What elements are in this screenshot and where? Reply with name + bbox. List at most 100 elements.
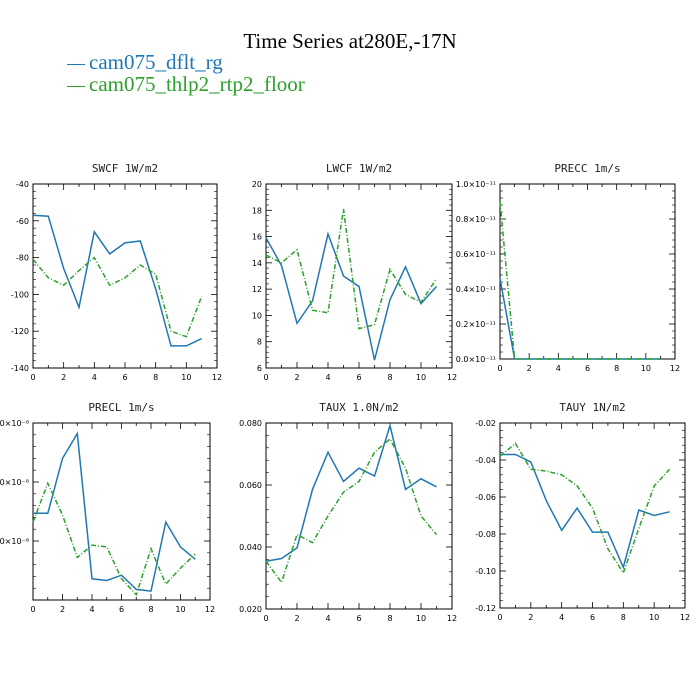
y-tick-label: 0.020 xyxy=(239,605,262,614)
series-line-dflt xyxy=(265,422,437,562)
y-tick-label: -80 xyxy=(16,254,29,263)
plot-frame xyxy=(265,422,453,610)
x-tick-label: 10 xyxy=(175,605,185,614)
y-tick-label: 2.0×10⁻⁸ xyxy=(0,478,29,487)
series-line-dflt xyxy=(32,214,203,347)
plot-title: TAUX 1.0N/m2 xyxy=(319,401,398,414)
series-line-floor xyxy=(32,256,203,338)
y-tick-label: 12 xyxy=(252,285,262,294)
x-tick-label: 10 xyxy=(641,364,651,373)
y-tick-label: 16 xyxy=(252,233,262,242)
x-tick-label: 6 xyxy=(356,614,361,623)
y-tick-label: 14 xyxy=(252,259,262,268)
y-tick-label: 0.0×10⁻¹¹ xyxy=(456,355,496,364)
series-line-floor xyxy=(499,201,661,360)
plot-frame xyxy=(265,183,453,369)
x-tick-label: 6 xyxy=(590,613,595,622)
y-tick-label: -0.10 xyxy=(475,567,496,576)
series-line-floor xyxy=(265,437,438,585)
y-tick-label: 8 xyxy=(257,338,262,347)
legend-entry-floor: cam075_thlp2_rtp2_floor xyxy=(67,72,305,97)
x-tick-label: 2 xyxy=(294,373,299,382)
x-tick-label: 4 xyxy=(556,364,561,373)
x-tick-label: 4 xyxy=(89,605,94,614)
series-line-dflt xyxy=(499,278,661,360)
x-tick-label: 0 xyxy=(497,613,502,622)
series-line-dflt xyxy=(500,453,670,570)
y-tick-label: -0.08 xyxy=(475,530,496,539)
y-tick-label: -120 xyxy=(11,327,29,336)
y-tick-label: 1.0×10⁻⁸ xyxy=(0,537,29,546)
y-tick-label: 1.0×10⁻¹¹ xyxy=(456,180,496,189)
y-tick-label: 0.4×10⁻¹¹ xyxy=(456,285,496,294)
legend-line-floor xyxy=(67,85,85,87)
y-tick-label: 6 xyxy=(257,364,262,373)
y-tick-label: -0.06 xyxy=(475,493,496,502)
x-tick-label: 2 xyxy=(528,613,533,622)
series-line-floor xyxy=(32,481,196,597)
x-tick-label: 12 xyxy=(680,613,690,622)
x-tick-label: 2 xyxy=(527,364,532,373)
y-tick-label: 0.2×10⁻¹¹ xyxy=(456,320,496,329)
plot-frame xyxy=(32,183,218,369)
y-tick-label: 0.6×10⁻¹¹ xyxy=(456,250,496,259)
series-line-dflt xyxy=(33,431,196,592)
x-tick-label: 4 xyxy=(325,614,330,623)
x-tick-label: 12 xyxy=(212,373,222,382)
x-tick-label: 0 xyxy=(263,614,268,623)
plot-frame xyxy=(32,422,211,601)
plot-title: TAUY 1N/m2 xyxy=(559,401,625,414)
x-tick-label: 8 xyxy=(153,373,158,382)
y-tick-label: 20 xyxy=(252,180,262,189)
x-tick-label: 4 xyxy=(325,373,330,382)
y-tick-label: -40 xyxy=(16,180,29,189)
x-tick-label: 10 xyxy=(649,613,659,622)
x-tick-label: 4 xyxy=(92,373,97,382)
plot-title: PRECL 1m/s xyxy=(88,401,154,414)
y-tick-label: 10 xyxy=(252,311,262,320)
x-tick-label: 2 xyxy=(294,614,299,623)
y-tick-label: -100 xyxy=(11,290,29,299)
x-tick-label: 10 xyxy=(416,614,426,623)
x-tick-label: 6 xyxy=(122,373,127,382)
x-tick-label: 12 xyxy=(447,614,457,623)
x-tick-label: 4 xyxy=(559,613,564,622)
legend-label-floor: cam075_thlp2_rtp2_floor xyxy=(89,72,305,96)
legend-label-dflt: cam075_dflt_rg xyxy=(89,50,223,74)
y-tick-label: -140 xyxy=(11,364,29,373)
x-tick-label: 8 xyxy=(148,605,153,614)
x-tick-label: 0 xyxy=(30,373,35,382)
x-tick-label: 10 xyxy=(416,373,426,382)
x-tick-label: 6 xyxy=(119,605,124,614)
y-tick-label: 0.080 xyxy=(239,419,262,428)
x-tick-label: 6 xyxy=(356,373,361,382)
series-line-floor xyxy=(265,208,438,330)
x-tick-label: 8 xyxy=(621,613,626,622)
y-tick-label: -0.12 xyxy=(475,604,496,613)
x-tick-label: 12 xyxy=(670,364,680,373)
x-tick-label: 2 xyxy=(60,605,65,614)
y-tick-label: 0.8×10⁻¹¹ xyxy=(456,215,496,224)
series-line-floor xyxy=(499,442,671,575)
x-tick-label: 8 xyxy=(387,614,392,623)
series-line-dflt xyxy=(265,231,438,361)
figure-title: Time Series at280E,-17N xyxy=(243,29,457,53)
y-tick-label: -0.04 xyxy=(475,456,496,465)
y-tick-label: 0.040 xyxy=(239,543,262,552)
y-tick-label: 3.0×10⁻⁸ xyxy=(0,419,29,428)
x-tick-label: 8 xyxy=(387,373,392,382)
x-tick-label: 12 xyxy=(447,373,457,382)
y-tick-label: -60 xyxy=(16,217,29,226)
plot-title: PRECC 1m/s xyxy=(554,162,620,175)
x-tick-label: 6 xyxy=(585,364,590,373)
x-tick-label: 0 xyxy=(263,373,268,382)
x-tick-label: 0 xyxy=(30,605,35,614)
y-tick-label: 18 xyxy=(252,206,262,215)
plot-title: SWCF 1W/m2 xyxy=(92,162,158,175)
x-tick-label: 10 xyxy=(181,373,191,382)
y-tick-label: -0.02 xyxy=(475,419,496,428)
plot-frame xyxy=(499,183,676,360)
x-tick-label: 0 xyxy=(497,364,502,373)
x-tick-label: 8 xyxy=(614,364,619,373)
